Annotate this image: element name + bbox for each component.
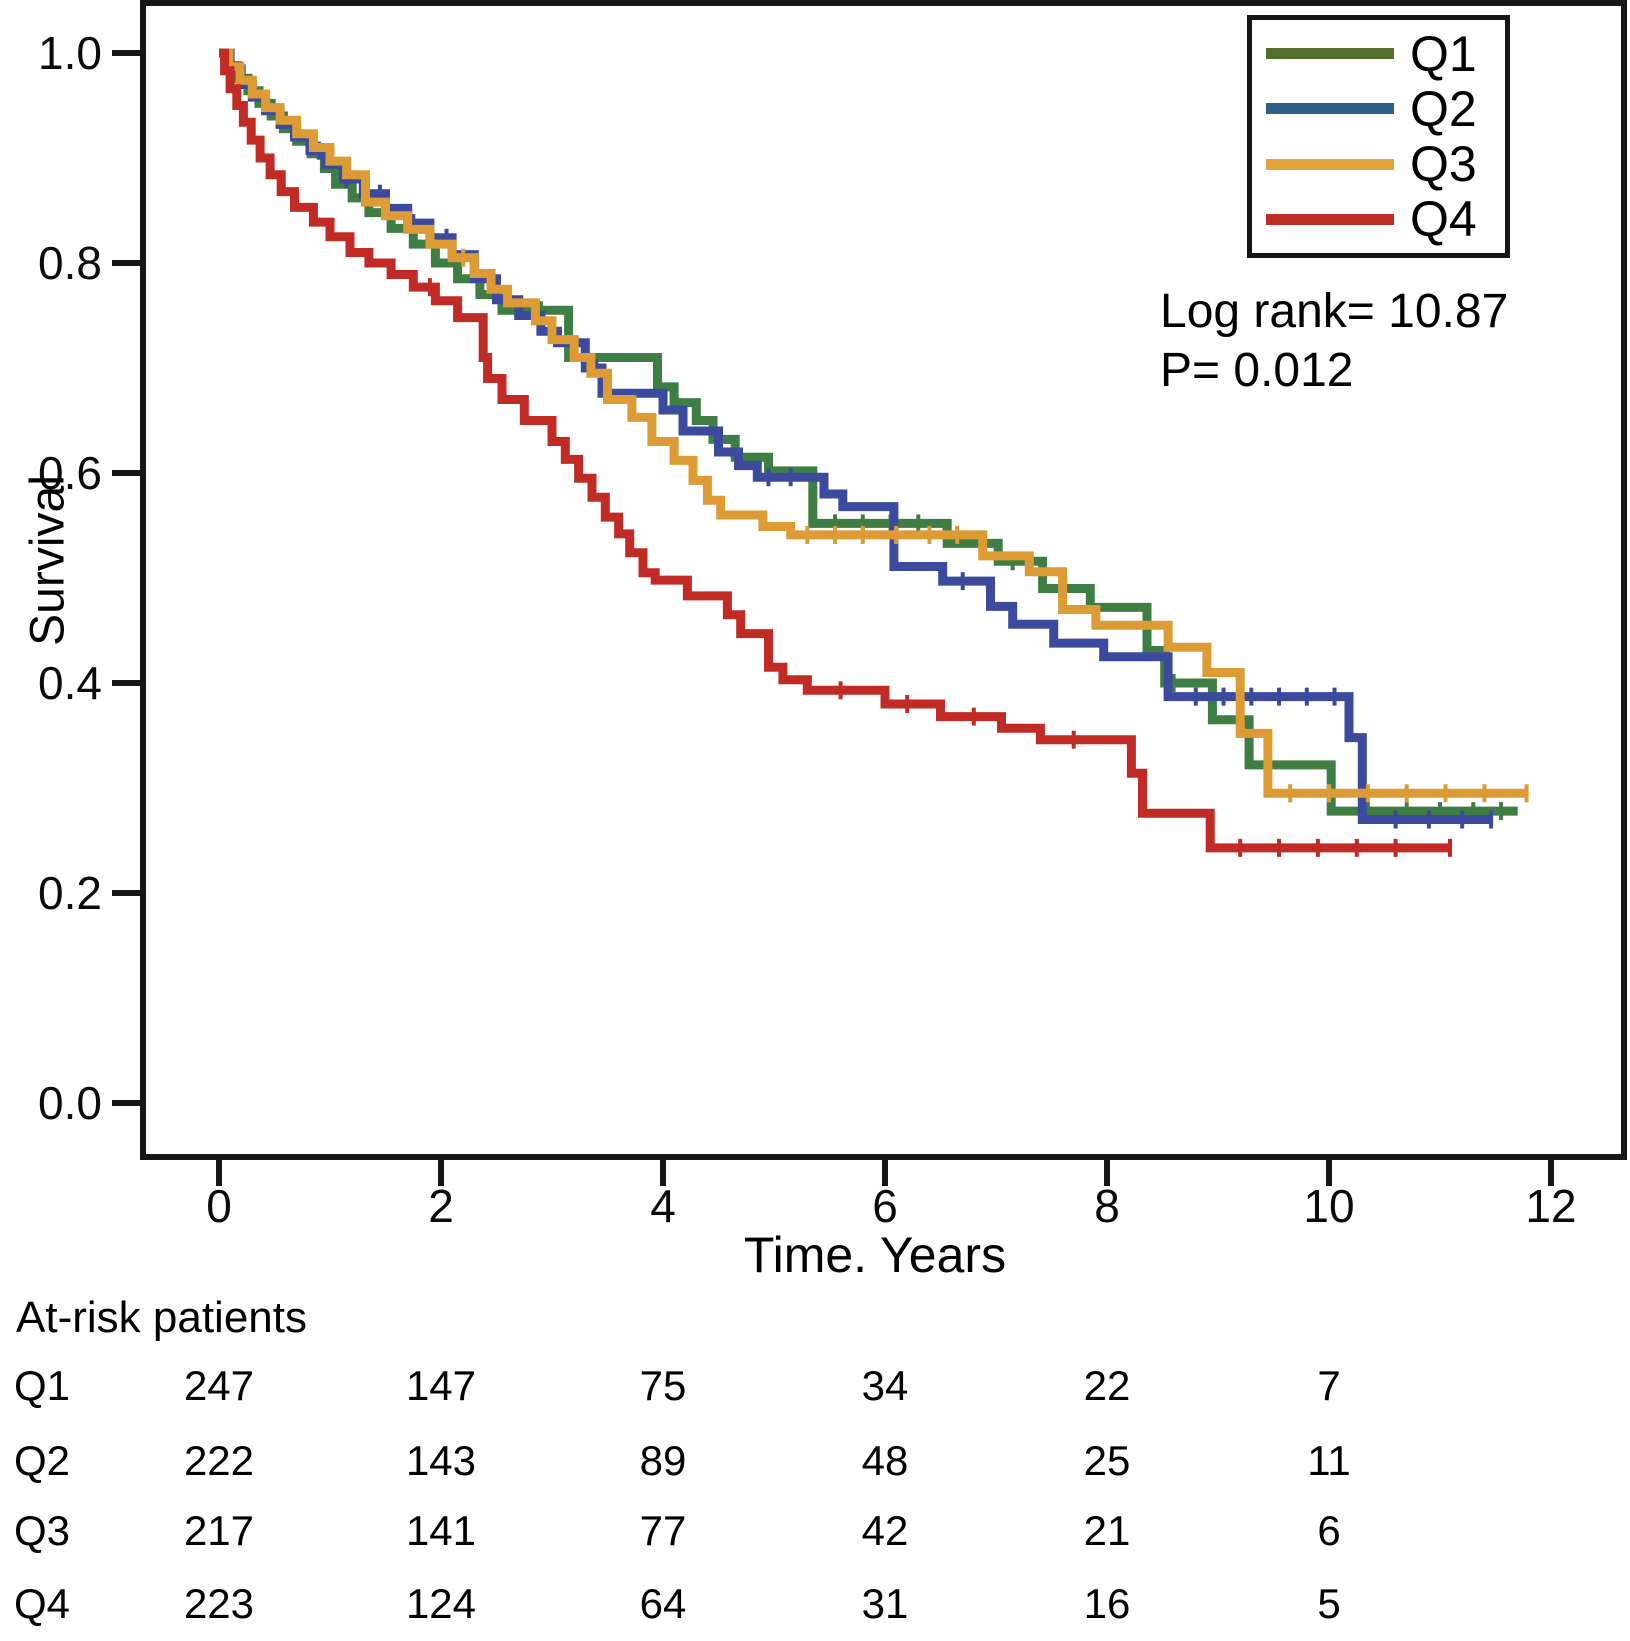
y-tick-label: 0.8 bbox=[38, 237, 102, 289]
at-risk-count-q2-t6: 48 bbox=[861, 1437, 909, 1484]
at-risk-count-q1-t4: 75 bbox=[639, 1362, 687, 1409]
legend-item-q2: Q2 bbox=[1266, 84, 1491, 134]
x-tick-label: 0 bbox=[206, 1180, 232, 1232]
at-risk-count-q4-t0: 223 bbox=[183, 1580, 255, 1627]
legend-label: Q4 bbox=[1410, 191, 1477, 248]
at-risk-row-label-q4: Q4 bbox=[14, 1580, 71, 1627]
at-risk-count-q1-t10: 7 bbox=[1317, 1362, 1341, 1409]
legend-box: Q1 Q2 Q3 Q4 bbox=[1247, 15, 1510, 258]
log-rank-annotation: Log rank= 10.87 P= 0.012 bbox=[1160, 283, 1620, 400]
legend-item-q4: Q4 bbox=[1266, 194, 1491, 244]
at-risk-count-q2-t10: 11 bbox=[1307, 1437, 1351, 1484]
x-tick-label: 6 bbox=[872, 1180, 898, 1232]
x-tick-label: 4 bbox=[650, 1180, 676, 1232]
x-tick-label: 12 bbox=[1525, 1180, 1576, 1232]
y-axis-label: Survival bbox=[21, 475, 75, 646]
legend-line-icon bbox=[1266, 48, 1394, 60]
at-risk-count-q3-t8: 21 bbox=[1083, 1507, 1131, 1554]
x-tick-label: 10 bbox=[1303, 1180, 1354, 1232]
at-risk-count-q4-t4: 64 bbox=[639, 1580, 687, 1627]
at-risk-row-label-q3: Q3 bbox=[14, 1507, 71, 1554]
legend-label: Q1 bbox=[1410, 25, 1477, 82]
at-risk-table-title: At-risk patients bbox=[16, 1293, 307, 1342]
at-risk-count-q1-t6: 34 bbox=[861, 1362, 909, 1409]
at-risk-count-q1-t2: 147 bbox=[405, 1362, 477, 1409]
legend-item-q1: Q1 bbox=[1266, 29, 1491, 79]
legend-line-icon bbox=[1266, 103, 1394, 115]
legend-label: Q2 bbox=[1410, 80, 1477, 137]
at-risk-count-q4-t2: 124 bbox=[405, 1580, 477, 1627]
at-risk-row-label-q1: Q1 bbox=[14, 1362, 71, 1409]
legend-item-q3: Q3 bbox=[1266, 139, 1491, 189]
at-risk-count-q3-t10: 6 bbox=[1317, 1507, 1341, 1554]
at-risk-count-q3-t6: 42 bbox=[861, 1507, 909, 1554]
at-risk-count-q3-t0: 217 bbox=[183, 1507, 255, 1554]
y-tick-label: 0.4 bbox=[38, 657, 102, 709]
at-risk-count-q2-t4: 89 bbox=[639, 1437, 687, 1484]
x-axis-label: Time. Years bbox=[743, 1227, 1007, 1283]
at-risk-count-q2-t0: 222 bbox=[183, 1437, 255, 1484]
at-risk-count-q3-t2: 141 bbox=[405, 1507, 477, 1554]
at-risk-count-q1-t8: 22 bbox=[1083, 1362, 1131, 1409]
at-risk-count-q4-t8: 16 bbox=[1083, 1580, 1131, 1627]
y-tick-label: 0.6 bbox=[38, 447, 102, 499]
at-risk-count-q4-t10: 5 bbox=[1317, 1580, 1341, 1627]
at-risk-row-label-q2: Q2 bbox=[14, 1437, 71, 1484]
y-tick-label: 1.0 bbox=[38, 27, 102, 79]
y-tick-label: 0.0 bbox=[38, 1077, 102, 1129]
at-risk-count-q3-t4: 77 bbox=[639, 1507, 687, 1554]
p-value: P= 0.012 bbox=[1160, 343, 1354, 397]
survival-curve-q4 bbox=[219, 48, 1450, 853]
at-risk-count-q4-t6: 31 bbox=[861, 1580, 909, 1627]
x-tick-label: 8 bbox=[1094, 1180, 1120, 1232]
log-rank-value: Log rank= 10.87 bbox=[1160, 285, 1509, 338]
survival-curve-q3 bbox=[219, 48, 1527, 798]
x-tick-label: 2 bbox=[428, 1180, 454, 1232]
legend-label: Q3 bbox=[1410, 136, 1477, 193]
legend-line-icon bbox=[1266, 213, 1394, 225]
legend-line-icon bbox=[1266, 158, 1394, 170]
at-risk-count-q2-t2: 143 bbox=[405, 1437, 477, 1484]
at-risk-count-q2-t8: 25 bbox=[1083, 1437, 1131, 1484]
y-tick-label: 0.2 bbox=[38, 867, 102, 919]
at-risk-count-q1-t0: 247 bbox=[183, 1362, 255, 1409]
